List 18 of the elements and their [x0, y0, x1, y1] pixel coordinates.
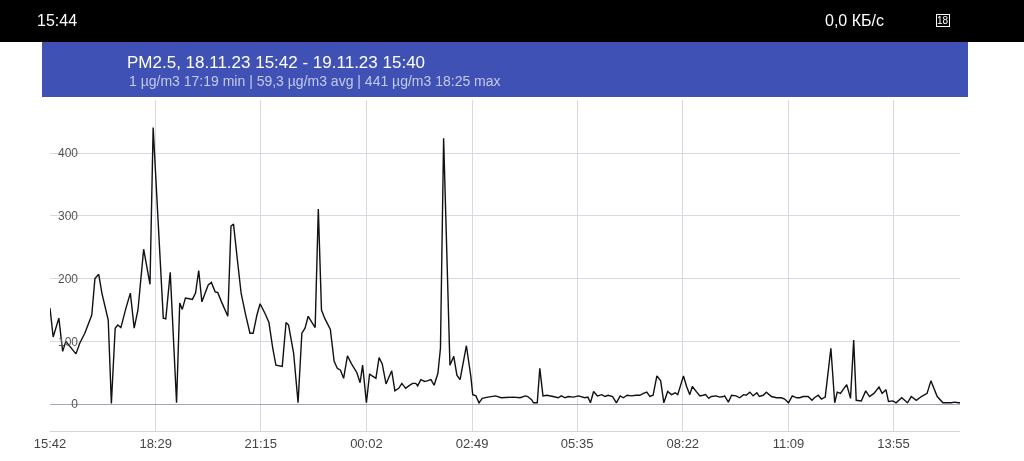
chart-subtitle: 1 µg/m3 17:19 min | 59,3 µg/m3 avg | 441 µg/m3 18:25 max: [129, 73, 501, 89]
text: 18: [937, 15, 949, 26]
x-tick-label: 08:22: [666, 435, 700, 451]
y-tick-label: 400: [57, 146, 79, 161]
y-tick-label: 300: [57, 209, 79, 224]
x-tick-label: 21:15: [244, 435, 277, 451]
x-tick-label: 13:55: [877, 435, 910, 451]
text: 0,0 КБ/с: [825, 12, 884, 29]
x-tick-label: 11:09: [772, 435, 805, 451]
x-tick-label: 05:35: [560, 435, 594, 451]
y-tick-label: 0: [71, 397, 79, 412]
x-tick-label: 02:49: [455, 435, 489, 451]
x-tick-label: 00:02: [350, 435, 383, 451]
x-tick-label: 18:29: [139, 435, 172, 451]
x-tick-label: 15:42: [33, 435, 67, 451]
y-tick-label: 200: [57, 271, 79, 286]
text: 15:44: [37, 12, 78, 29]
chart-title: PM2.5, 18.11.23 15:42 - 19.11.23 15:40: [127, 52, 426, 72]
